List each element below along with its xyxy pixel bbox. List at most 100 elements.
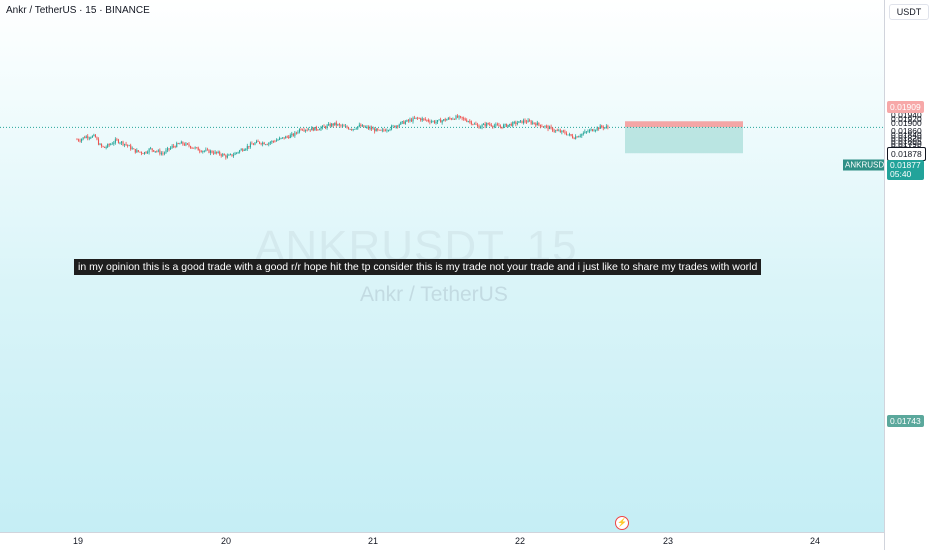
candle: [542, 125, 545, 128]
candle-body: [539, 124, 541, 127]
candle-body: [165, 150, 167, 153]
candle-body: [447, 118, 449, 120]
candle: [409, 117, 411, 123]
candle-body: [398, 124, 400, 127]
candle: [467, 120, 469, 123]
candle-body: [461, 116, 463, 119]
candle: [495, 122, 497, 128]
candle-body: [142, 153, 144, 155]
candle-body: [263, 142, 265, 145]
candle: [340, 124, 342, 128]
candle-body: [94, 134, 96, 138]
candle: [544, 125, 546, 129]
candle: [562, 129, 564, 133]
candle: [242, 148, 244, 152]
candle: [527, 118, 529, 123]
candle-body: [588, 130, 591, 132]
currency-button[interactable]: USDT: [889, 4, 929, 20]
candle: [573, 137, 575, 140]
candle: [295, 131, 297, 135]
candle-body: [558, 130, 560, 132]
candle: [412, 116, 414, 124]
candle: [105, 145, 107, 150]
candle-body: [429, 121, 431, 123]
candle: [498, 122, 500, 127]
candle: [228, 153, 230, 156]
time-axis[interactable]: 19 20 21 22 23 24: [0, 532, 884, 551]
candle-body: [200, 151, 202, 153]
candle: [545, 124, 548, 129]
candle-body: [351, 129, 353, 130]
candle-body: [446, 119, 448, 121]
candle: [116, 137, 118, 141]
candle-body: [458, 116, 460, 118]
candle-body: [170, 147, 172, 150]
candle: [113, 140, 115, 146]
candle: [269, 141, 271, 145]
candle-body: [117, 139, 120, 143]
candle: [570, 134, 572, 137]
candle: [145, 150, 147, 154]
candle-body: [102, 146, 104, 147]
candle: [406, 119, 408, 123]
candle-body: [326, 125, 328, 128]
candle-body: [598, 127, 600, 129]
candle-body: [437, 120, 439, 123]
candle: [84, 135, 86, 139]
candle-body: [364, 126, 367, 128]
candle: [587, 129, 589, 133]
candle: [332, 123, 334, 128]
candle-body: [432, 121, 434, 122]
candle: [186, 142, 189, 145]
candle: [78, 138, 80, 142]
candle: [518, 121, 520, 124]
candle: [346, 125, 348, 129]
candle-body: [209, 150, 212, 153]
candle-body: [455, 115, 457, 120]
time-label: 19: [72, 536, 84, 546]
candle: [262, 141, 264, 147]
candle: [458, 115, 460, 120]
candle: [211, 150, 213, 154]
candle: [236, 152, 238, 155]
candle-body: [323, 125, 325, 127]
candle: [400, 121, 402, 125]
candle-body: [295, 132, 297, 134]
candle-body: [262, 142, 264, 145]
candle-body: [265, 144, 267, 146]
candle-body: [134, 149, 136, 153]
candle: [521, 120, 523, 124]
candle: [309, 129, 311, 133]
candle: [378, 129, 380, 131]
time-label: 20: [220, 536, 232, 546]
candle-body: [440, 119, 442, 123]
candle: [575, 134, 577, 140]
candle-body: [423, 118, 425, 120]
chart-area[interactable]: Ankr / TetherUS · 15 · BINANCE ANKRUSDT,…: [0, 0, 884, 532]
flash-icon[interactable]: ⚡: [615, 516, 629, 530]
candle: [536, 120, 538, 126]
stop-price-tag: 0.01909: [887, 101, 924, 113]
candle: [446, 118, 448, 121]
candle: [263, 141, 265, 145]
candle-body: [168, 148, 170, 150]
candle: [460, 115, 462, 119]
candle-body: [317, 129, 319, 131]
candle-body: [536, 122, 538, 126]
candle: [291, 131, 293, 138]
candle: [108, 143, 110, 147]
candle-body: [346, 126, 348, 128]
trade-note[interactable]: in my opinion this is a good trade with …: [74, 259, 762, 275]
candle: [564, 129, 566, 135]
candle-body: [578, 136, 580, 138]
candle: [133, 148, 135, 150]
candle-body: [321, 125, 324, 128]
candle: [254, 142, 256, 146]
candle-body: [252, 144, 255, 146]
candle-body: [404, 121, 406, 124]
candle-body: [127, 144, 129, 146]
candlestick-chart[interactable]: [0, 0, 884, 532]
candle-body: [378, 129, 380, 131]
candle: [392, 124, 394, 127]
price-axis[interactable]: USDT 0.01940 0.01920 0.01900 0.01860 0.01840…: [884, 0, 932, 550]
